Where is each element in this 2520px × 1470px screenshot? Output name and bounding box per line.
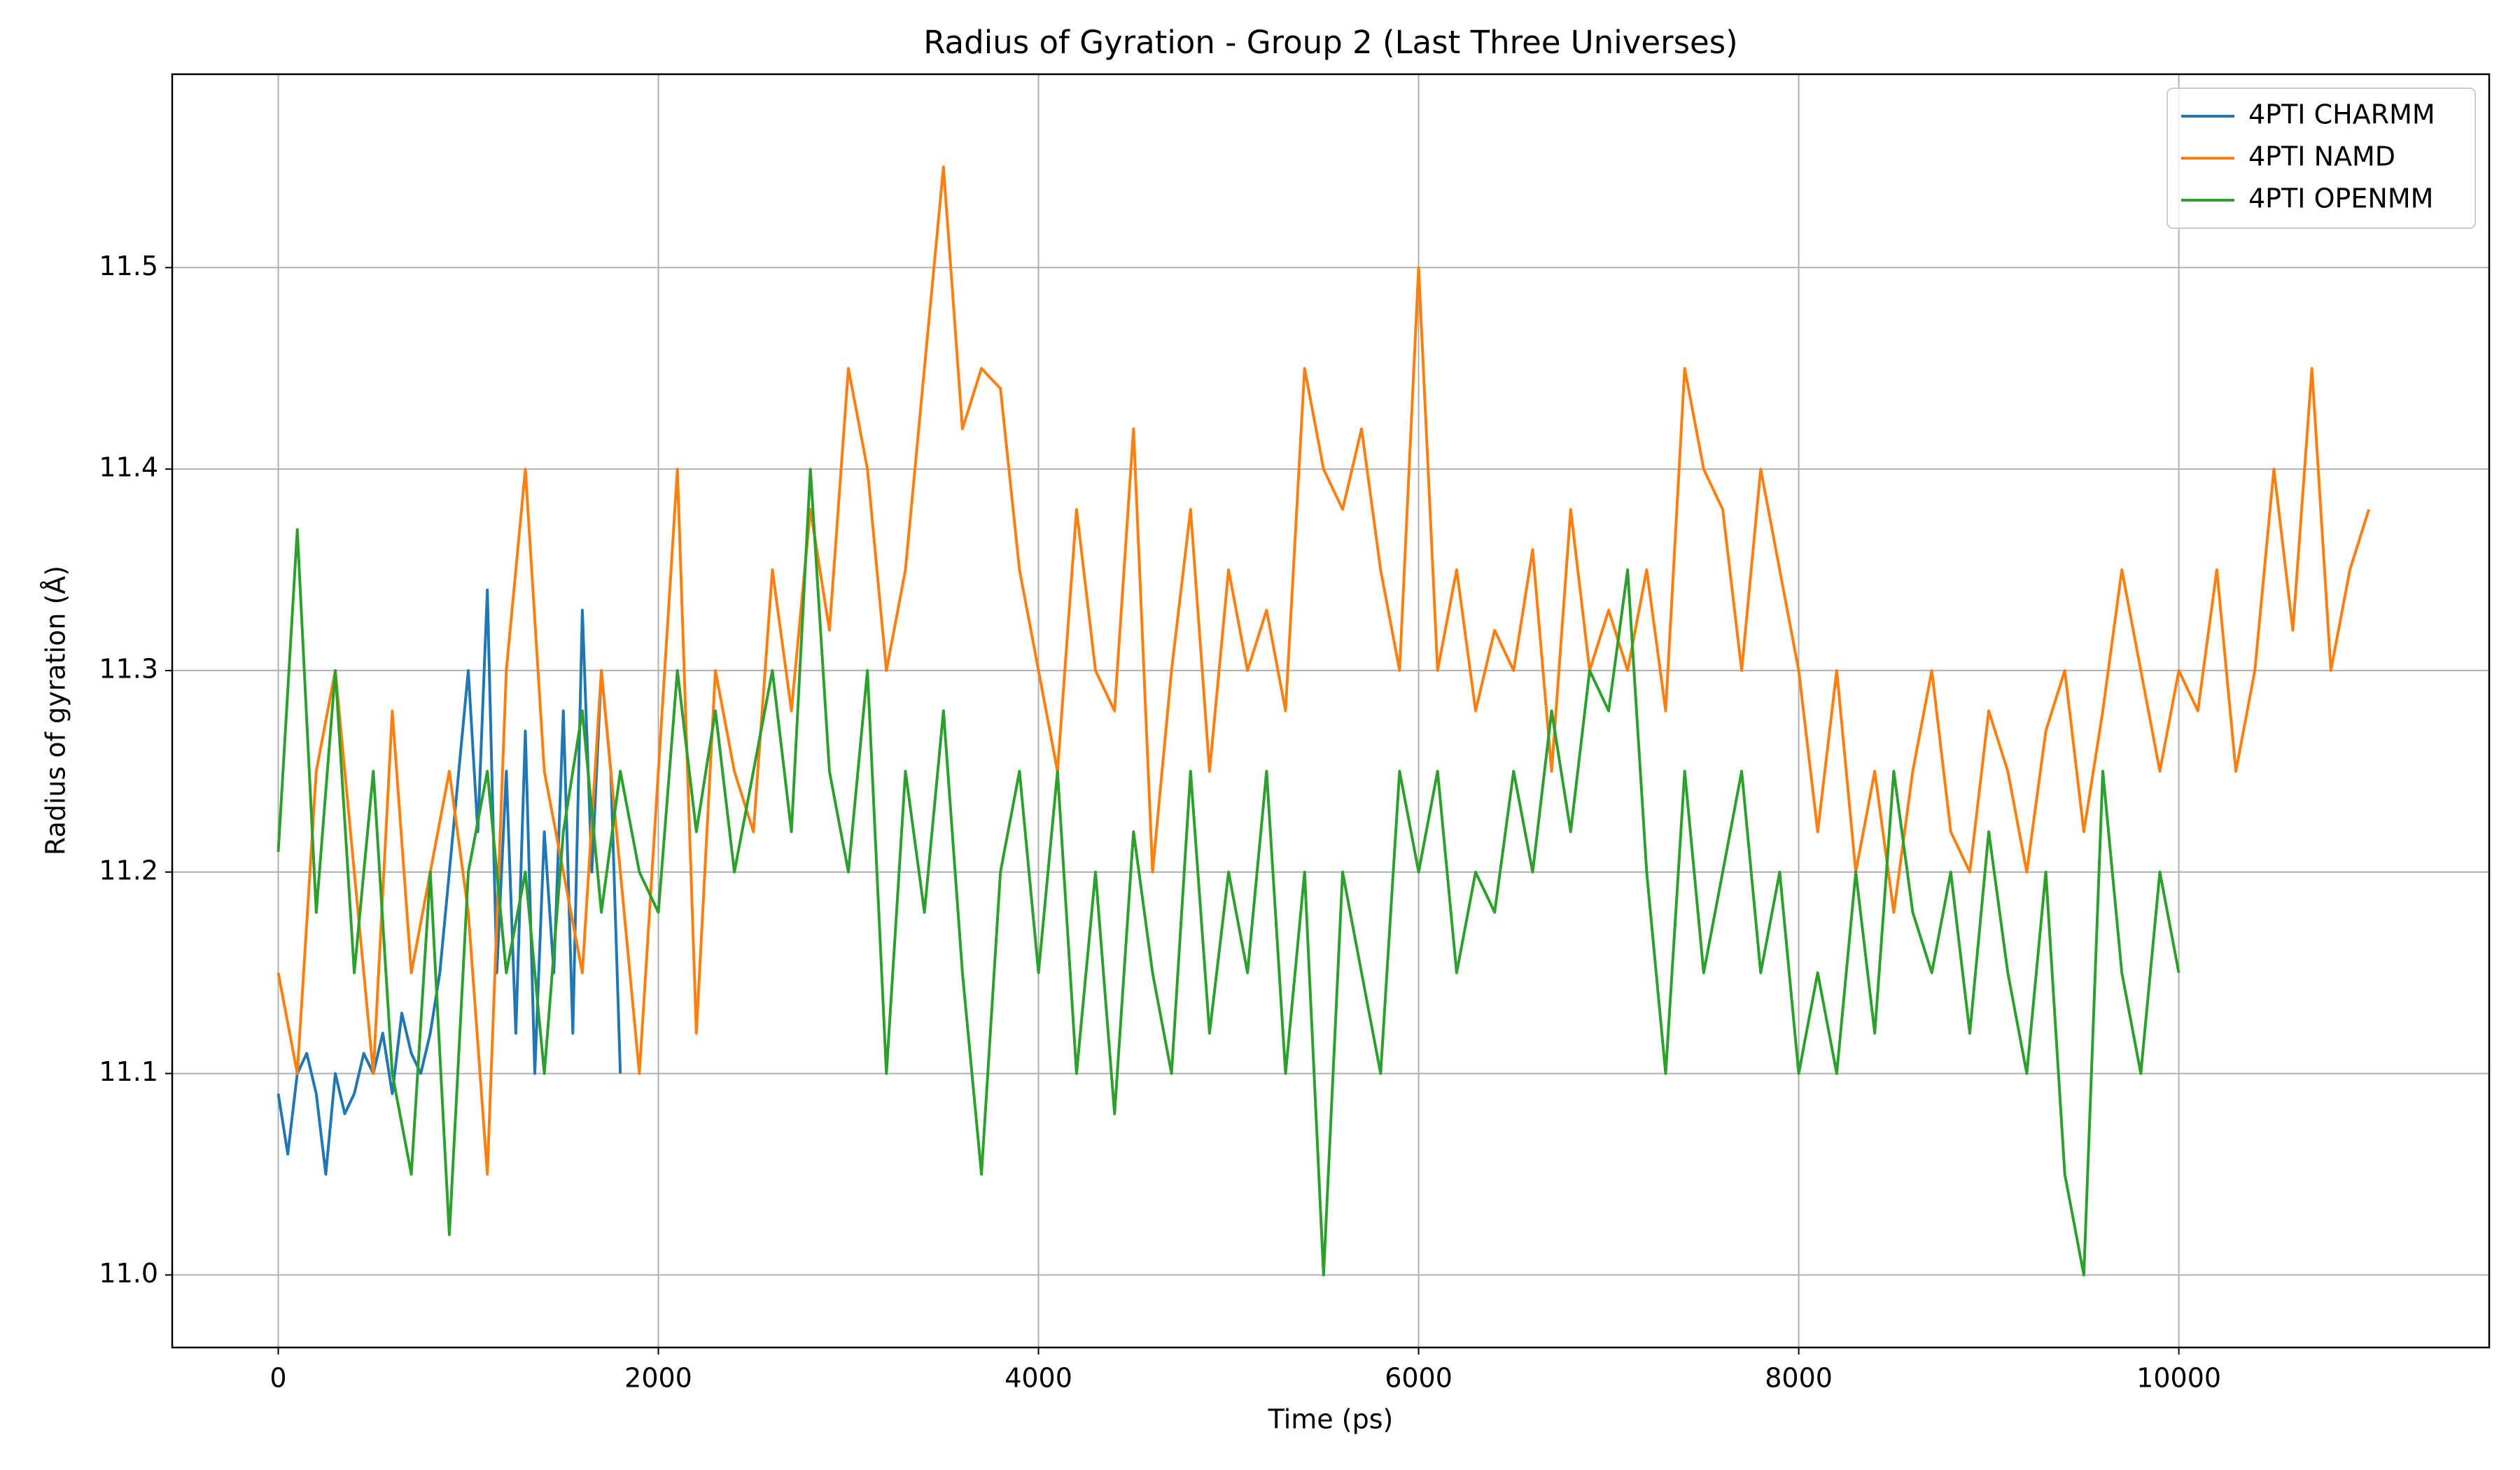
x-axis-label: Time (ps) xyxy=(1268,1404,1394,1435)
data-line xyxy=(276,468,2180,1277)
y-tick-label: 11.0 xyxy=(99,1258,158,1289)
x-tick-label: 8000 xyxy=(1765,1363,1833,1394)
x-tick-label: 4000 xyxy=(1004,1363,1072,1394)
y-tick-label: 11.5 xyxy=(99,251,158,281)
y-axis-label: Radius of gyration (Å) xyxy=(41,566,71,855)
legend-label: 4PTI OPENMM xyxy=(2248,183,2433,214)
legend-label: 4PTI CHARMM xyxy=(2248,99,2435,130)
x-tick-label: 0 xyxy=(270,1363,286,1394)
data-line xyxy=(276,588,622,1176)
y-tick-label: 11.2 xyxy=(99,855,158,886)
y-tick-label: 11.3 xyxy=(99,653,158,684)
x-tick-label: 6000 xyxy=(1385,1363,1452,1394)
x-tick-label: 2000 xyxy=(624,1363,692,1394)
data-line xyxy=(276,165,2371,1176)
y-tick-label: 11.1 xyxy=(99,1056,158,1087)
y-tick-label: 11.4 xyxy=(99,452,158,483)
legend-label: 4PTI NAMD xyxy=(2248,141,2395,172)
legend-box xyxy=(2166,88,2476,229)
chart-title: Radius of Gyration - Group 2 (Last Three… xyxy=(923,24,1737,61)
x-tick-label: 10000 xyxy=(2136,1363,2221,1394)
plot-frame xyxy=(171,73,2491,1349)
